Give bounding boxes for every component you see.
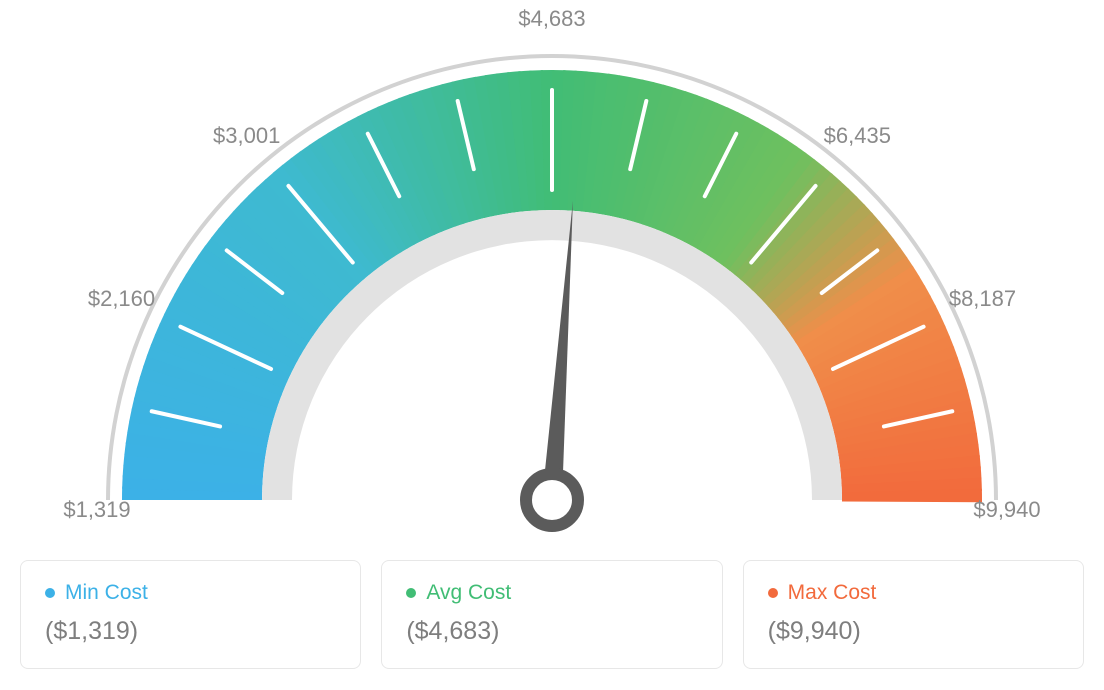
min-cost-card: Min Cost ($1,319) [20, 560, 361, 669]
avg-cost-title: Avg Cost [406, 581, 697, 605]
avg-cost-dot [406, 588, 416, 598]
gauge-scale-label: $4,683 [518, 6, 585, 32]
max-cost-title: Max Cost [768, 581, 1059, 605]
max-cost-value: ($9,940) [768, 617, 1059, 646]
max-cost-card: Max Cost ($9,940) [743, 560, 1084, 669]
gauge-needle-hub [526, 474, 578, 526]
gauge-scale-label: $8,187 [949, 286, 1016, 312]
avg-cost-value: ($4,683) [406, 617, 697, 646]
gauge-chart: $1,319$2,160$3,001$4,683$6,435$8,187$9,9… [20, 20, 1084, 540]
gauge-scale-label: $9,940 [973, 497, 1040, 523]
min-cost-dot [45, 588, 55, 598]
cost-summary-cards: Min Cost ($1,319) Avg Cost ($4,683) Max … [20, 560, 1084, 669]
gauge-scale-label: $1,319 [63, 497, 130, 523]
max-cost-label: Max Cost [788, 581, 877, 605]
gauge-scale-label: $6,435 [824, 123, 891, 149]
min-cost-label: Min Cost [65, 581, 148, 605]
gauge-scale-label: $2,160 [88, 286, 155, 312]
min-cost-value: ($1,319) [45, 617, 336, 646]
max-cost-dot [768, 588, 778, 598]
avg-cost-card: Avg Cost ($4,683) [381, 560, 722, 669]
gauge-svg [20, 20, 1084, 540]
avg-cost-label: Avg Cost [426, 581, 511, 605]
gauge-needle [542, 201, 573, 501]
min-cost-title: Min Cost [45, 581, 336, 605]
gauge-scale-label: $3,001 [213, 123, 280, 149]
